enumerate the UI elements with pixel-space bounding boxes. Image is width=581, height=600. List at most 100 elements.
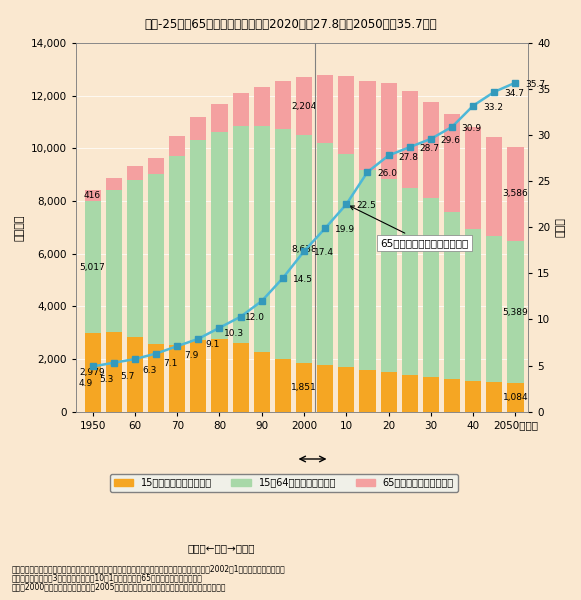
Text: 2,979: 2,979	[80, 368, 105, 377]
Bar	[338, 76, 354, 154]
Bar	[232, 93, 249, 126]
Text: 9.1: 9.1	[205, 340, 220, 349]
Text: 17.4: 17.4	[314, 248, 333, 257]
Bar	[486, 382, 503, 412]
Text: 2,204: 2,204	[291, 102, 317, 111]
Bar	[275, 130, 291, 359]
Y-axis label: （万人）: （万人）	[15, 214, 25, 241]
Bar	[127, 180, 143, 337]
Bar	[148, 158, 164, 174]
Bar	[169, 136, 185, 155]
Bar	[486, 236, 503, 382]
Bar	[169, 346, 185, 412]
Bar	[338, 367, 354, 412]
Text: 6.3: 6.3	[142, 366, 156, 375]
Bar	[507, 383, 523, 412]
Text: 5,017: 5,017	[80, 263, 106, 272]
Text: 1,084: 1,084	[503, 393, 528, 402]
Bar	[85, 190, 101, 201]
Text: 26.0: 26.0	[377, 169, 397, 178]
Bar	[444, 212, 460, 379]
Bar	[296, 77, 312, 136]
Bar	[338, 154, 354, 367]
Text: 416: 416	[84, 191, 101, 200]
Bar	[444, 113, 460, 212]
Bar	[211, 339, 228, 412]
Legend: 15歳未満人口（左目盛）, 15〜64歳人口（左目盛）, 65歳以上人口（左目盛）: 15歳未満人口（左目盛）, 15〜64歳人口（左目盛）, 65歳以上人口（左目盛…	[110, 474, 458, 491]
Text: 12.0: 12.0	[245, 313, 265, 322]
Bar	[381, 179, 397, 372]
Bar	[254, 126, 270, 352]
Bar	[127, 166, 143, 180]
Bar	[275, 82, 291, 130]
Bar	[423, 102, 439, 199]
Bar	[360, 370, 375, 412]
Text: 33.2: 33.2	[483, 103, 503, 112]
Text: 19.9: 19.9	[335, 226, 355, 235]
Text: 65歳以上人口比率（右目盛）: 65歳以上人口比率（右目盛）	[350, 206, 468, 248]
Bar	[127, 337, 143, 412]
Bar	[232, 126, 249, 343]
Text: 28.7: 28.7	[419, 144, 439, 153]
Bar	[85, 201, 101, 333]
Text: ２．　我が国年齢（3区分）別人口数（10月1日現在）と･65歳以上人口比率の推移。: ２． 我が国年齢（3区分）別人口数（10月1日現在）と･65歳以上人口比率の推移…	[12, 573, 203, 582]
Bar	[169, 155, 185, 346]
Bar	[296, 136, 312, 363]
Bar	[148, 344, 164, 412]
Bar	[296, 363, 312, 412]
Text: （備考）１．　総務省「国勢調査」、国立社会保障・人口問題研究所「日本の将来推計人口」（2002年1月推計）により作成。: （備考）１． 総務省「国勢調査」、国立社会保障・人口問題研究所「日本の将来推計人…	[12, 564, 285, 573]
Bar	[465, 127, 481, 229]
Text: 29.6: 29.6	[440, 136, 461, 145]
Bar	[106, 190, 122, 332]
Text: 27.8: 27.8	[399, 152, 418, 161]
Text: 7.1: 7.1	[163, 359, 177, 368]
Bar	[254, 352, 270, 412]
Text: 5.3: 5.3	[99, 375, 114, 384]
Text: 8,638: 8,638	[291, 245, 317, 254]
Bar	[465, 229, 481, 381]
Bar	[211, 104, 228, 131]
Text: 22.5: 22.5	[356, 202, 376, 211]
Text: 第１-25図　65歳以上人口比率は、2020年で27.8％、2050年で35.7％に: 第１-25図 65歳以上人口比率は、2020年で27.8％、2050年で35.7…	[144, 18, 437, 31]
Bar	[507, 147, 523, 241]
Text: 5.7: 5.7	[121, 371, 135, 380]
Text: ３．　2000年までは「国勢調査」、2005年以降は「日本の将来推計人口」の中位推計による。: ３． 2000年までは「国勢調査」、2005年以降は「日本の将来推計人口」の中位…	[12, 582, 226, 591]
Bar	[232, 343, 249, 412]
Bar	[423, 199, 439, 377]
Bar	[191, 140, 206, 340]
Bar	[360, 80, 375, 170]
Bar	[507, 241, 523, 383]
Bar	[106, 332, 122, 412]
Bar	[381, 372, 397, 412]
Bar	[317, 143, 333, 365]
Bar	[85, 333, 101, 412]
Text: 3,586: 3,586	[503, 190, 528, 199]
Text: 1,851: 1,851	[291, 383, 317, 392]
Text: 7.9: 7.9	[184, 351, 199, 360]
Text: 実績値←　　→推計値: 実績値← →推計値	[187, 543, 254, 553]
Bar	[381, 83, 397, 179]
Bar	[106, 178, 122, 190]
Text: 14.5: 14.5	[293, 275, 313, 284]
Bar	[486, 137, 503, 236]
Bar	[465, 381, 481, 412]
Text: 30.9: 30.9	[462, 124, 482, 133]
Bar	[191, 117, 206, 140]
Text: 10.3: 10.3	[224, 329, 244, 338]
Bar	[317, 76, 333, 143]
Y-axis label: （％）: （％）	[556, 217, 566, 237]
Bar	[211, 131, 228, 339]
Bar	[148, 174, 164, 344]
Bar	[317, 365, 333, 412]
Bar	[401, 91, 418, 188]
Text: 35.7: 35.7	[525, 80, 546, 89]
Bar	[423, 377, 439, 412]
Bar	[444, 379, 460, 412]
Bar	[401, 374, 418, 412]
Bar	[254, 87, 270, 126]
Bar	[360, 170, 375, 370]
Text: 34.7: 34.7	[504, 89, 524, 98]
Bar	[191, 340, 206, 412]
Text: 5,389: 5,389	[503, 308, 528, 317]
Text: 4.9: 4.9	[78, 379, 93, 388]
